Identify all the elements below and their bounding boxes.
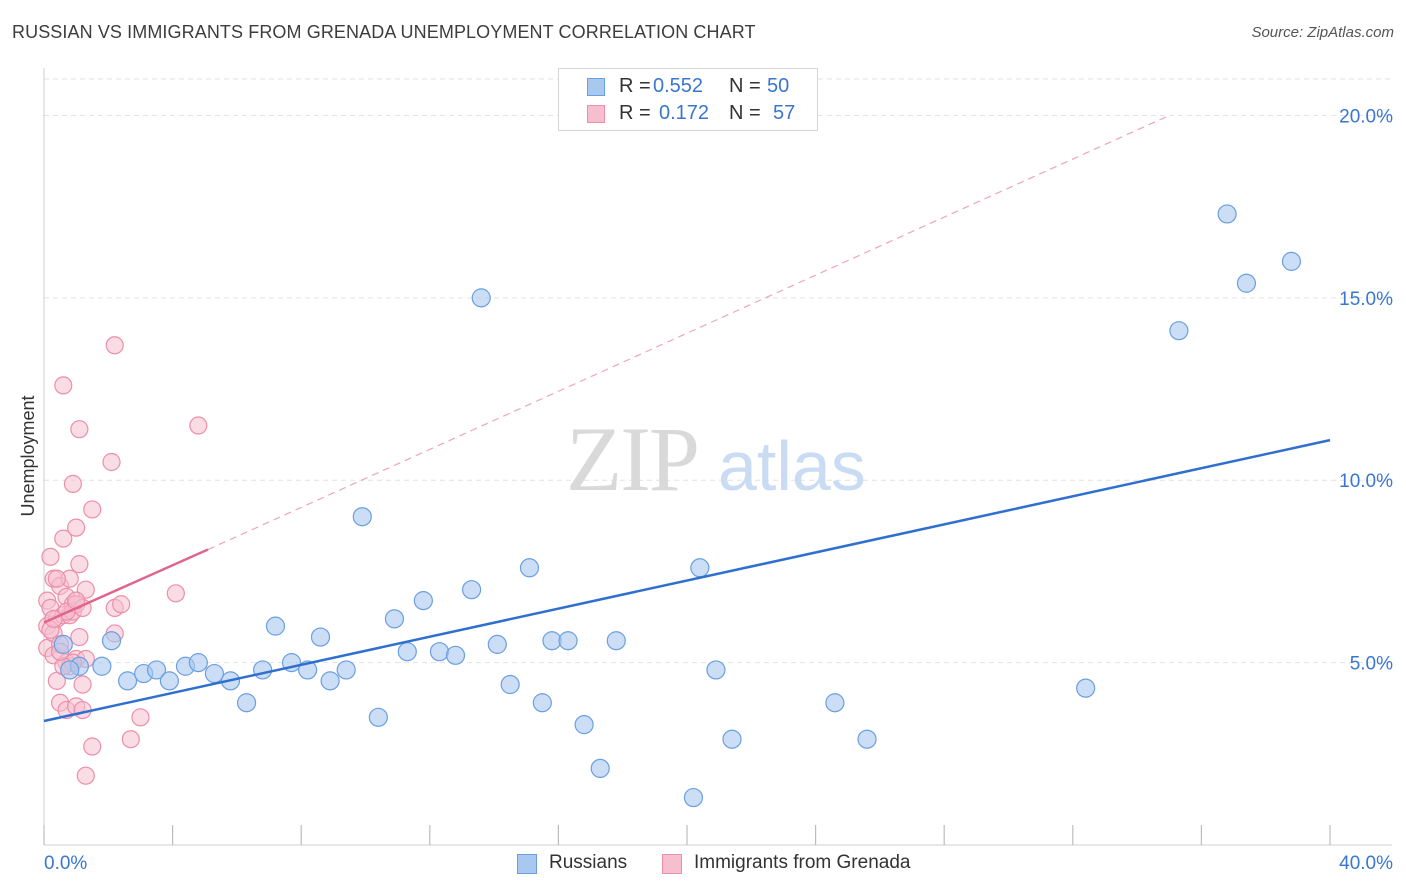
grenada-point: [67, 518, 86, 537]
russians-point: [413, 591, 433, 611]
russians-point: [146, 660, 167, 680]
russians-point: [265, 616, 286, 636]
x-tick-label-max: 40.0%: [1339, 853, 1393, 874]
russians-point: [706, 660, 726, 680]
grenada-point: [47, 569, 66, 588]
russians-point: [368, 707, 388, 727]
russians-point: [429, 642, 450, 662]
russians-point: [117, 671, 138, 691]
legend-n-value: 50: [767, 75, 790, 97]
legend-swatch-grenada: [587, 105, 605, 123]
russians-point: [1281, 251, 1302, 271]
chart-title: RUSSIAN VS IMMIGRANTS FROM GRENADA UNEMP…: [12, 22, 756, 42]
bottom-legend-swatch-russians: [517, 854, 537, 874]
grenada-point: [105, 336, 124, 355]
russians-point: [1217, 204, 1237, 224]
legend-swatch-russians: [587, 78, 605, 96]
legend-r-label: R =: [619, 75, 651, 97]
y-axis-label: Unemployment: [18, 395, 38, 516]
russians-point: [487, 634, 507, 654]
russians-point: [558, 631, 578, 651]
russians-point: [574, 715, 594, 735]
grenada-point: [83, 737, 102, 756]
russians-point: [606, 631, 626, 651]
grenada-point: [102, 452, 121, 472]
russians-point: [1076, 678, 1096, 698]
russians-point: [1169, 321, 1189, 341]
grenada-point: [70, 420, 89, 439]
russians-point: [253, 660, 273, 680]
russians-point: [542, 631, 562, 651]
grenada-point: [73, 675, 92, 694]
russians-point: [53, 634, 73, 654]
russians-point: [101, 631, 122, 651]
russians-point: [857, 729, 877, 749]
russians-point: [461, 580, 482, 600]
russians-point: [60, 660, 80, 680]
grenada-point: [41, 547, 60, 566]
x-tick-label-min: 0.0%: [44, 853, 87, 874]
grenada-point: [166, 584, 185, 603]
grenada-point: [189, 416, 208, 435]
trend-line-russians: [43, 438, 1331, 723]
russians-point: [352, 507, 372, 527]
grenada-point: [131, 708, 150, 727]
watermark-atlas: atlas: [718, 427, 866, 505]
trend-line-grenada: [43, 548, 209, 624]
russians-point: [519, 558, 540, 578]
russians-point: [310, 627, 331, 647]
russians-point: [1236, 273, 1257, 293]
legend: R = 0.552 N = 50 R = 0.172 N = 57: [558, 68, 818, 131]
russians-point: [236, 693, 257, 713]
grenada-point: [76, 766, 95, 785]
russians-point: [92, 656, 112, 676]
russians-point: [590, 758, 610, 779]
russians-point: [336, 660, 356, 680]
russians-point: [204, 663, 224, 684]
grenada-point: [63, 474, 83, 493]
russians-point: [159, 671, 179, 691]
y-tick-label: 20.0%: [1339, 106, 1393, 127]
russians-point: [188, 653, 208, 673]
legend-n-label: N =: [729, 75, 761, 97]
y-tick-label: 10.0%: [1339, 471, 1393, 492]
legend-n-label: N =: [729, 102, 761, 124]
grenada-point: [70, 627, 89, 647]
legend-r-value: 0.552: [653, 75, 704, 97]
legend-n-value: 57: [773, 102, 796, 124]
bottom-legend-label-grenada: Immigrants from Grenada: [694, 852, 911, 873]
russians-point: [471, 288, 491, 308]
russians-point: [532, 693, 552, 713]
source-label: Source: ZipAtlas.com: [1251, 24, 1394, 41]
russians-point: [384, 609, 405, 629]
y-tick-label: 5.0%: [1350, 654, 1393, 675]
russians-point: [500, 674, 520, 695]
russians-point: [445, 645, 466, 665]
grenada-point: [70, 555, 89, 574]
y-tick-label: 15.0%: [1339, 289, 1393, 310]
bottom-legend-swatch-grenada: [662, 854, 682, 874]
russians-point: [690, 558, 710, 578]
russians-point: [722, 729, 742, 749]
legend-r-value: 0.172: [659, 102, 710, 124]
russians-point: [683, 787, 704, 808]
grenada-point: [112, 595, 131, 614]
bottom-legend-label-russians: Russians: [549, 852, 628, 873]
russians-point: [825, 693, 845, 713]
legend-r-label: R =: [619, 102, 651, 124]
russians-point: [397, 642, 417, 662]
russians-point: [320, 671, 340, 691]
watermark-zip: ZIP: [566, 408, 698, 510]
grenada-point: [54, 529, 73, 548]
grenada-point: [54, 376, 73, 395]
grenada-point: [121, 730, 140, 749]
grenada-point: [83, 500, 102, 519]
trend-line-grenada-extended: [207, 114, 1170, 551]
